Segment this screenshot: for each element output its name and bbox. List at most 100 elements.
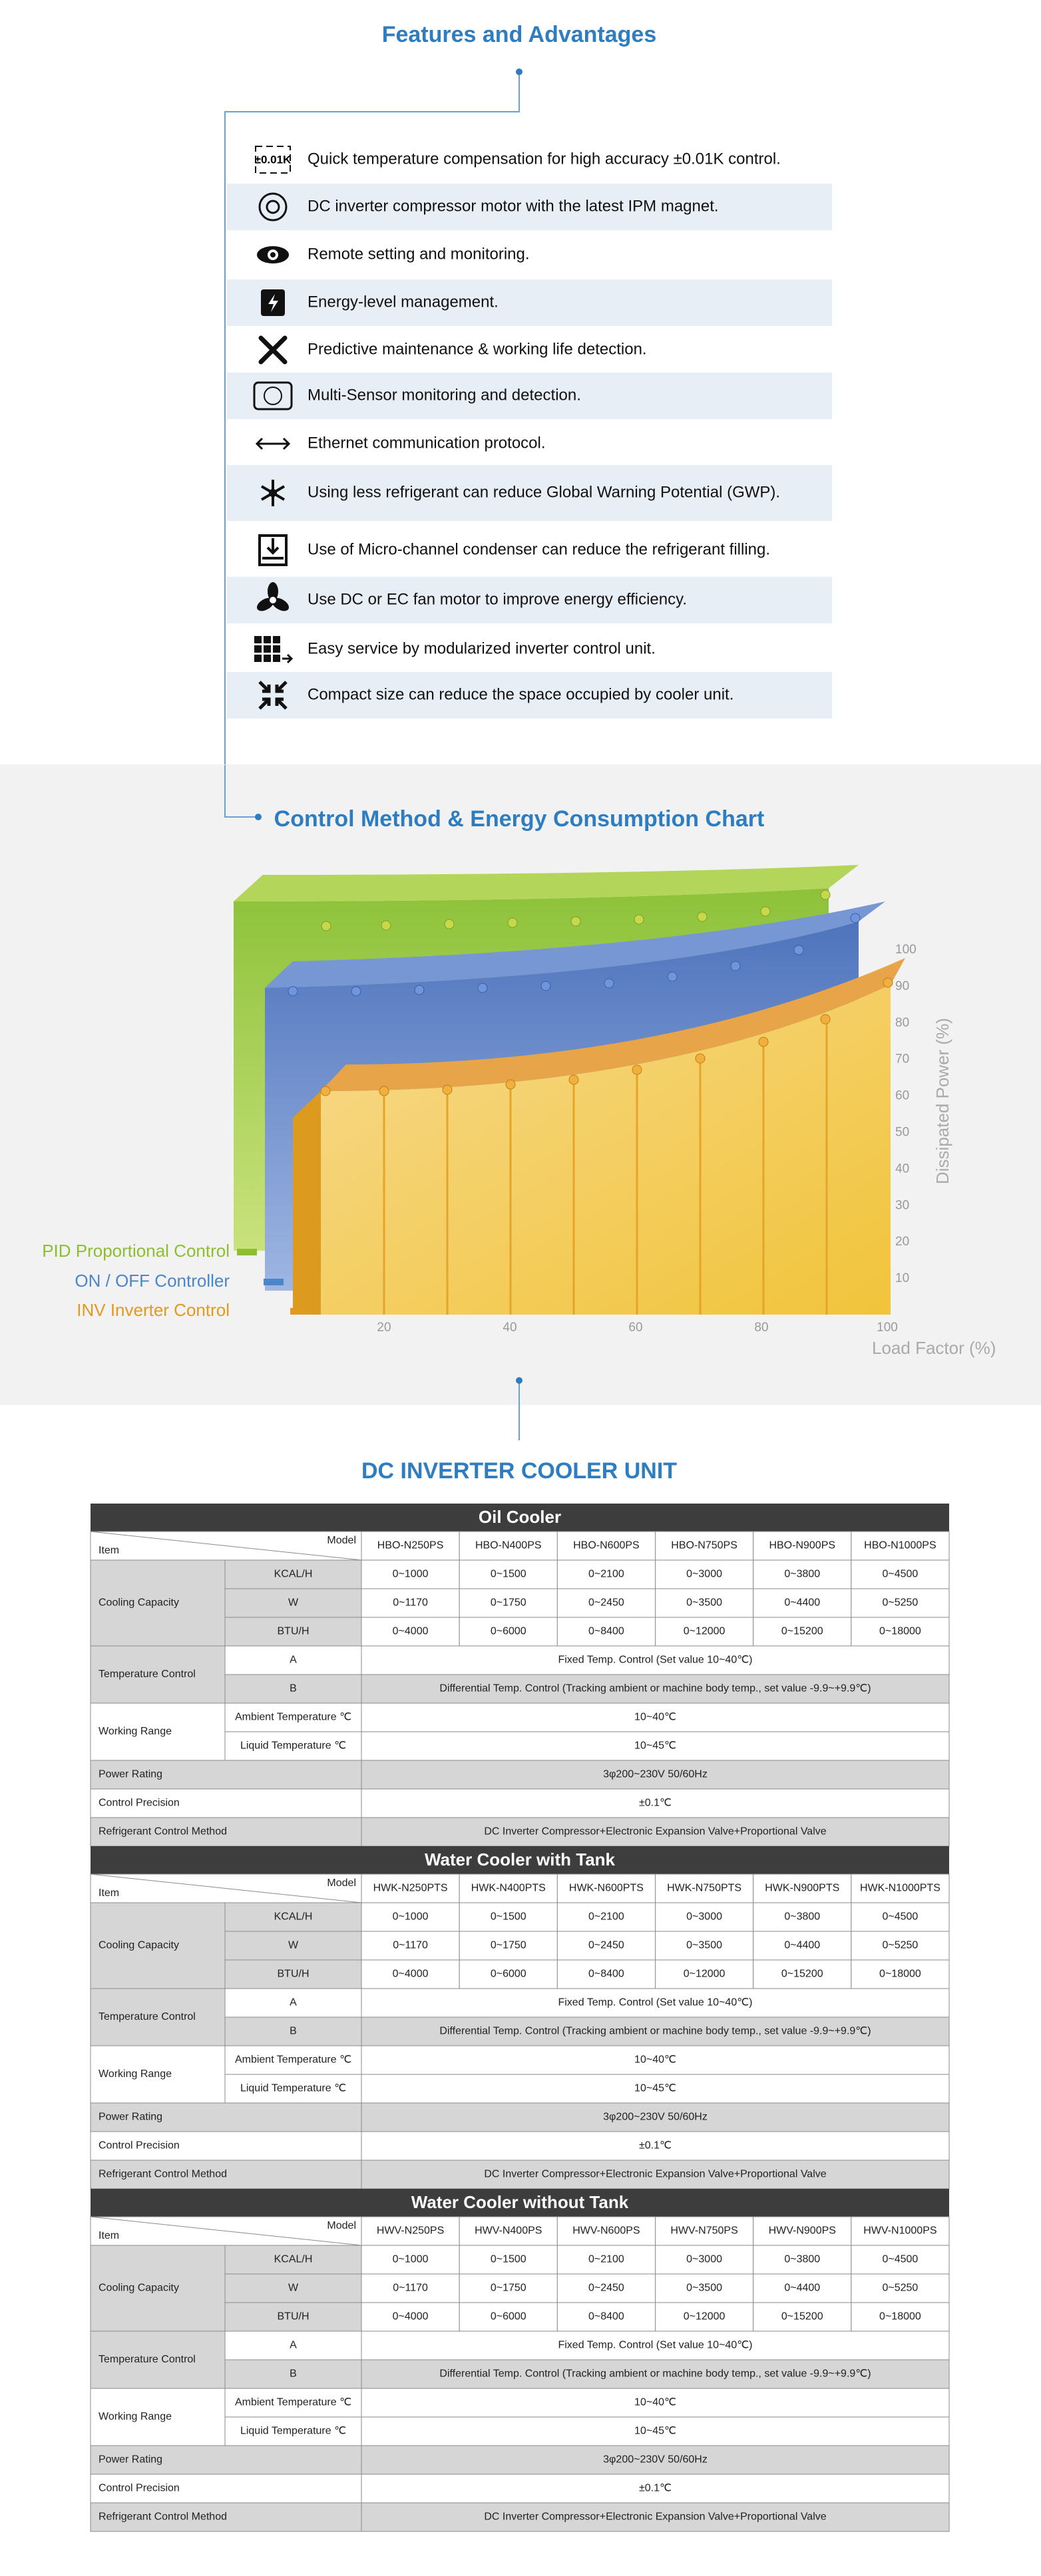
cell-value: Fixed Temp. Control (Set value 10~40℃) <box>558 1997 752 2009</box>
cell-value: 0~1170 <box>393 2283 428 2294</box>
cell-value: 0~5250 <box>882 1597 918 1609</box>
table-cell <box>459 2302 558 2332</box>
table-cell <box>224 2416 362 2446</box>
table-cell <box>459 1559 558 1589</box>
feature-icon <box>257 246 289 263</box>
model-name: HWK-N250PTS <box>373 1883 448 1894</box>
sub-label: Liquid Temperature ℃ <box>240 2083 346 2094</box>
cell-value: DC Inverter Compressor+Electronic Expans… <box>484 2169 826 2180</box>
model-name: HBO-N400PS <box>475 1540 542 1551</box>
table-cell <box>224 1645 362 1675</box>
x-tick-label: 40 <box>503 1321 517 1335</box>
table-cell <box>556 1873 656 1903</box>
table-cell <box>224 2359 362 2389</box>
table-cell <box>655 1931 754 1961</box>
feature-icon <box>261 289 285 316</box>
feature-row-bg <box>227 373 832 419</box>
table-cell <box>224 2331 362 2360</box>
model-name: HWK-N400PTS <box>471 1883 546 1894</box>
y-tick-label: 70 <box>895 1052 909 1066</box>
icon <box>270 252 276 257</box>
icon <box>258 697 271 710</box>
green-dots <box>321 889 831 931</box>
feature-text: Using less refrigerant can reduce Global… <box>308 483 780 501</box>
legend-label: INV Inverter Control <box>77 1300 230 1320</box>
sub-label: Ambient Temperature ℃ <box>235 2054 351 2066</box>
table-cell <box>90 1702 226 1761</box>
row-label: Refrigerant Control Method <box>99 2511 227 2523</box>
orange-side <box>293 1091 321 1315</box>
cell-value: 0~1000 <box>393 1569 429 1580</box>
row-label: Power Rating <box>99 2454 162 2466</box>
row-label: Power Rating <box>99 2112 162 2123</box>
cell-value: 0~4000 <box>393 1626 429 1637</box>
cell-value: 0~1500 <box>491 2254 526 2265</box>
table-cell <box>361 2388 950 2418</box>
model-name: HBO-N750PS <box>671 1540 737 1551</box>
model-label: Model <box>327 1535 356 1546</box>
sub-label: Ambient Temperature ℃ <box>235 1712 351 1723</box>
row-label: Working Range <box>99 2411 172 2422</box>
cell-value: 0~3800 <box>784 2254 820 2265</box>
cell-value: 10~45℃ <box>634 2426 676 2437</box>
cell-value: 0~3800 <box>784 1911 820 1923</box>
cell-value: 0~1750 <box>491 1940 526 1951</box>
cell-value: 0~4500 <box>882 2254 918 2265</box>
cell-value: 0~1000 <box>393 2254 429 2265</box>
cell-value: 10~40℃ <box>634 1712 676 1723</box>
table-cell <box>459 2216 558 2246</box>
cell-value: 0~18000 <box>879 1626 921 1637</box>
model-name: HWK-N600PTS <box>569 1883 644 1894</box>
cell-value: 3φ200~230V 50/60Hz <box>603 2112 708 2123</box>
feature-icon <box>258 681 288 710</box>
cell-value: 0~4400 <box>784 1597 820 1609</box>
table-cell <box>361 1760 950 1790</box>
table-cell <box>851 2245 950 2275</box>
table-cell <box>224 1674 362 1704</box>
table-cell <box>459 1931 558 1961</box>
icon <box>270 597 276 603</box>
table-cell <box>556 1902 656 1932</box>
table-cell <box>556 2216 656 2246</box>
table-cell <box>655 1959 754 1989</box>
table-cell <box>556 2245 656 2275</box>
row-label: Temperature Control <box>99 2354 196 2365</box>
table-cell <box>90 1788 362 1818</box>
row-label: Cooling Capacity <box>99 2283 179 2294</box>
y-tick-label: 100 <box>895 943 917 957</box>
y-axis-label: Dissipated Power (%) <box>933 1018 952 1184</box>
unit-label: W <box>288 1597 299 1609</box>
icon <box>255 437 291 450</box>
cell-value: 0~1170 <box>393 1940 428 1951</box>
table-cell <box>361 2160 950 2189</box>
x-tick-label: 80 <box>754 1321 768 1335</box>
feature-icon <box>256 582 290 611</box>
cell-value: 0~8400 <box>588 2311 624 2323</box>
table-cell <box>90 1988 226 2046</box>
cell-value: 0~6000 <box>491 1969 526 1980</box>
icon <box>266 200 280 214</box>
icon <box>269 489 277 497</box>
item-label: Item <box>99 1545 119 1556</box>
model-name: HWV-N600PS <box>572 2225 640 2237</box>
connector-dot <box>516 69 522 75</box>
cell-value: 0~1750 <box>491 2283 526 2294</box>
cell-value: 0~8400 <box>588 1626 624 1637</box>
legend-swatch <box>264 1279 284 1285</box>
diagonal <box>90 2216 362 2246</box>
cell-value: 3φ200~230V 50/60Hz <box>603 1769 708 1780</box>
model-label: Model <box>327 2220 356 2231</box>
unit-label: W <box>288 2283 299 2294</box>
feature-text: Use of Micro-channel condenser can reduc… <box>308 540 770 558</box>
feature-text: Predictive maintenance & working life de… <box>308 340 647 358</box>
sub-label: Liquid Temperature ℃ <box>240 1740 346 1752</box>
feature-text: Quick temperature compensation for high … <box>308 150 781 168</box>
orange-body <box>321 985 891 1315</box>
cell-value: 0~2450 <box>588 2283 624 2294</box>
chart-title: Control Method & Energy Consumption Char… <box>274 806 765 832</box>
table-cell <box>556 1959 656 1989</box>
table-cell <box>459 1617 558 1647</box>
cell-value: 0~2100 <box>588 1911 624 1923</box>
table-cell <box>90 2502 362 2532</box>
model-name: HWK-N1000PTS <box>860 1883 940 1894</box>
